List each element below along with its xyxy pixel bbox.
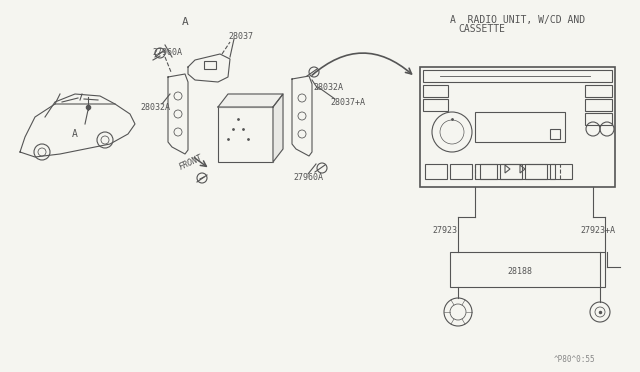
Text: A: A bbox=[72, 129, 78, 139]
Bar bbox=[425, 164, 447, 179]
Bar bbox=[480, 164, 555, 179]
Polygon shape bbox=[273, 94, 283, 162]
Text: A  RADIO UNIT, W/CD AND: A RADIO UNIT, W/CD AND bbox=[450, 15, 585, 25]
Text: 28037+A: 28037+A bbox=[330, 97, 365, 106]
Bar bbox=[475, 112, 565, 142]
Bar bbox=[585, 99, 612, 111]
Text: 28032A: 28032A bbox=[313, 83, 343, 92]
Bar bbox=[525, 164, 547, 179]
Text: 27923+A: 27923+A bbox=[580, 225, 616, 234]
Bar bbox=[218, 107, 273, 162]
Bar bbox=[420, 67, 615, 187]
Bar bbox=[423, 99, 448, 111]
Text: 27960A: 27960A bbox=[293, 173, 323, 182]
Text: 28188: 28188 bbox=[508, 267, 532, 276]
Text: 28037: 28037 bbox=[228, 32, 253, 41]
Text: A: A bbox=[182, 17, 188, 27]
Text: CASSETTE: CASSETTE bbox=[458, 24, 505, 34]
FancyArrowPatch shape bbox=[312, 53, 412, 75]
Bar bbox=[423, 70, 612, 82]
Bar bbox=[204, 61, 216, 69]
Bar bbox=[500, 164, 522, 179]
Polygon shape bbox=[218, 94, 283, 107]
Text: FRONT: FRONT bbox=[178, 153, 204, 171]
Bar bbox=[475, 164, 497, 179]
Bar bbox=[550, 164, 572, 179]
Text: 28032A: 28032A bbox=[140, 103, 170, 112]
Bar bbox=[550, 129, 560, 139]
Text: ^P80^0:55: ^P80^0:55 bbox=[554, 356, 595, 365]
Bar bbox=[585, 85, 612, 97]
Bar bbox=[423, 85, 448, 97]
Text: 27960A: 27960A bbox=[152, 48, 182, 57]
Bar bbox=[450, 164, 472, 179]
Bar bbox=[585, 113, 612, 125]
Bar bbox=[450, 252, 605, 287]
Text: 27923: 27923 bbox=[433, 225, 458, 234]
